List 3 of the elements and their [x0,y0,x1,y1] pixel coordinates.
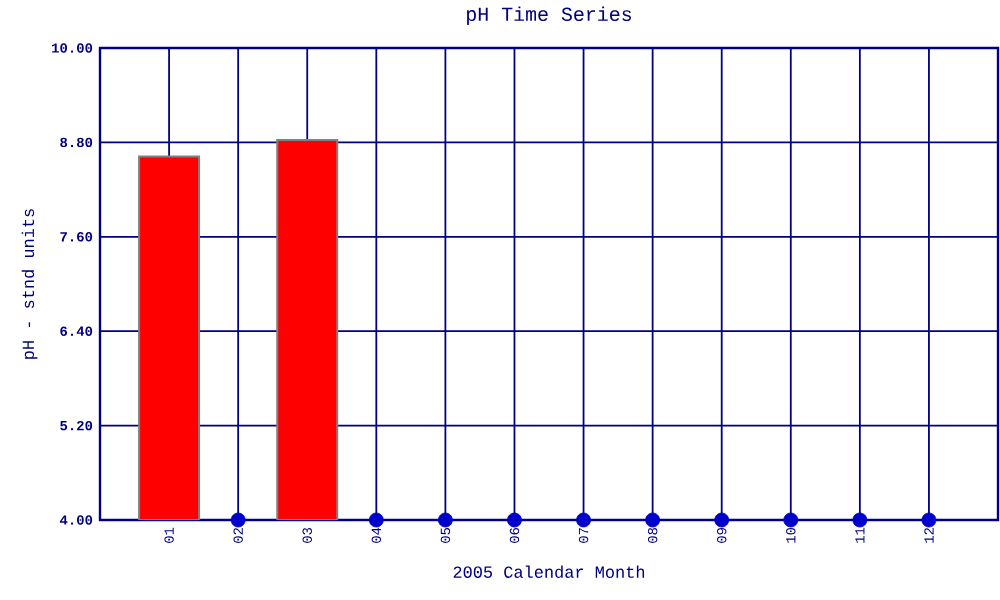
y-axis-title: pH - stnd units [21,209,38,359]
x-axis-title: 2005 Calendar Month [453,565,645,578]
chart-title: pH Time Series [467,6,632,25]
